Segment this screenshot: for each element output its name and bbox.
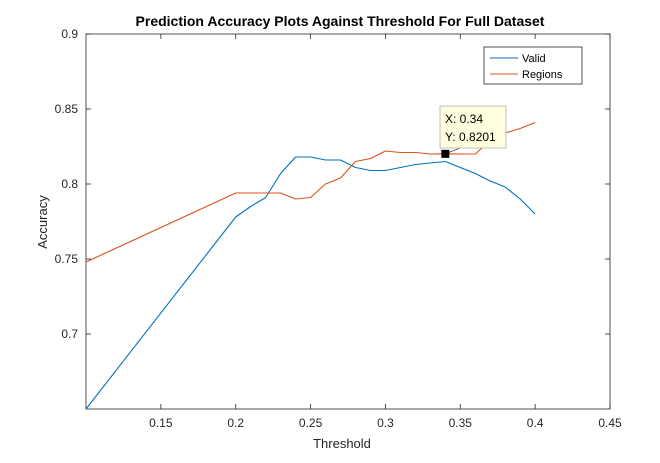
y-tick-label: 0.7 xyxy=(61,327,78,341)
x-tick-label: 0.35 xyxy=(449,416,473,430)
axis-ticks: 0.15 0.2 0.25 0.3 0.35 0.4 0.45 0.7 0.75 0.8 0.85 0… xyxy=(55,27,622,430)
datatip[interactable]: X: 0.34 Y: 0.8201 xyxy=(439,105,507,158)
legend-box xyxy=(483,46,583,85)
x-tick-label: 0.4 xyxy=(527,416,544,430)
series-line-valid xyxy=(85,156,536,410)
plot-area xyxy=(85,33,611,410)
x-tick-label: 0.15 xyxy=(149,416,173,430)
x-tick-label: 0.25 xyxy=(299,416,323,430)
datatip-marker[interactable] xyxy=(441,149,450,158)
chart-title: Prediction Accuracy Plots Against Thresh… xyxy=(136,13,545,29)
x-axis-label: Threshold xyxy=(313,436,371,451)
legend-entry: Valid xyxy=(522,53,546,65)
datatip-y-text: Y: 0.8201 xyxy=(445,130,496,144)
x-tick-label: 0.3 xyxy=(377,416,394,430)
y-tick-label: 0.85 xyxy=(55,102,79,116)
y-axis-label: Accuracy xyxy=(35,195,50,249)
legend-entry: Regions xyxy=(522,69,563,81)
y-tick-label: 0.75 xyxy=(55,252,79,266)
legend[interactable]: Valid Regions xyxy=(483,46,583,85)
x-tick-label: 0.2 xyxy=(227,416,244,430)
datatip-x-text: X: 0.34 xyxy=(445,112,483,126)
datatip-box xyxy=(439,105,507,149)
y-tick-label: 0.9 xyxy=(61,27,78,41)
y-tick-label: 0.8 xyxy=(61,177,78,191)
x-tick-label: 0.45 xyxy=(598,416,622,430)
